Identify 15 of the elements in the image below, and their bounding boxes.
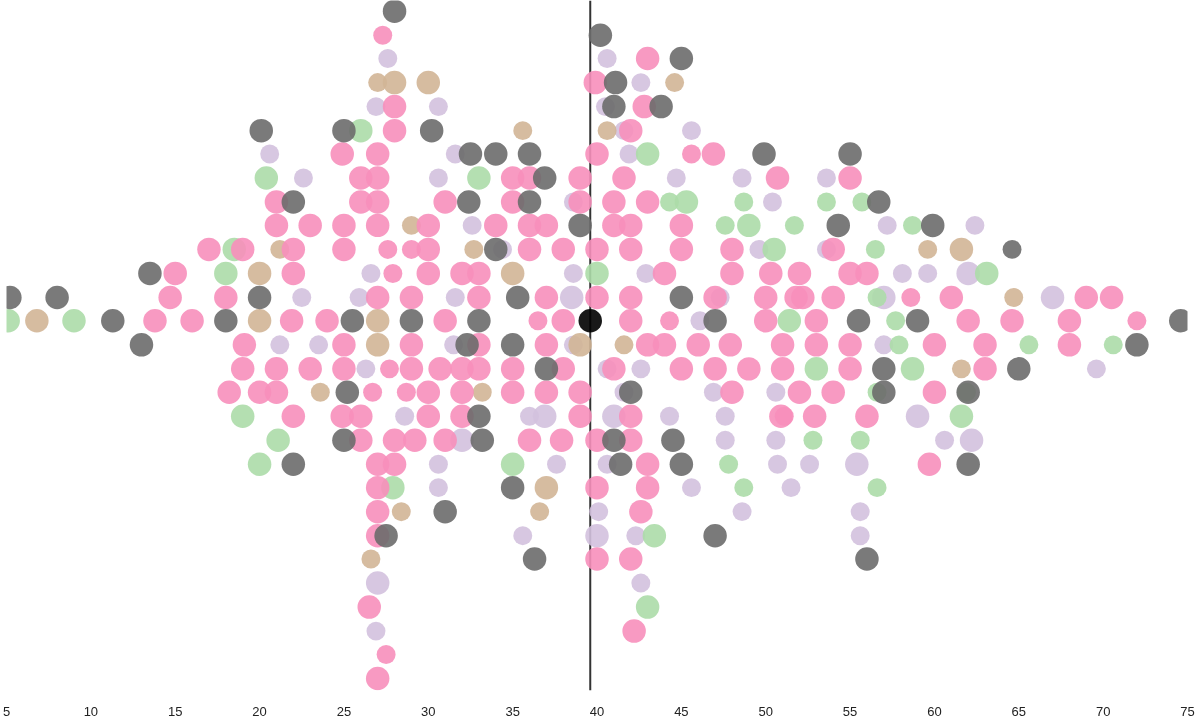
x-tick-label: 30 xyxy=(421,703,436,719)
x-tick-label: 60 xyxy=(927,703,942,719)
x-tick-label: 15 xyxy=(167,703,183,719)
x-tick-label: 45 xyxy=(674,703,689,719)
x-tick-label: 20 xyxy=(252,703,267,719)
x-tick-label: 10 xyxy=(83,703,99,719)
x-tick-label: 25 xyxy=(336,703,352,719)
x-tick-label: 70 xyxy=(1095,703,1111,719)
x-tick-label: 35 xyxy=(505,703,520,719)
x-tick-label: 50 xyxy=(758,703,773,719)
x-tick-label: 40 xyxy=(589,703,605,719)
x-tick-label: 75 xyxy=(1180,703,1195,719)
x-tick-label: 55 xyxy=(842,703,858,719)
x-tick-label: 65 xyxy=(1011,703,1027,719)
x-tick-label: 5 xyxy=(2,703,11,719)
